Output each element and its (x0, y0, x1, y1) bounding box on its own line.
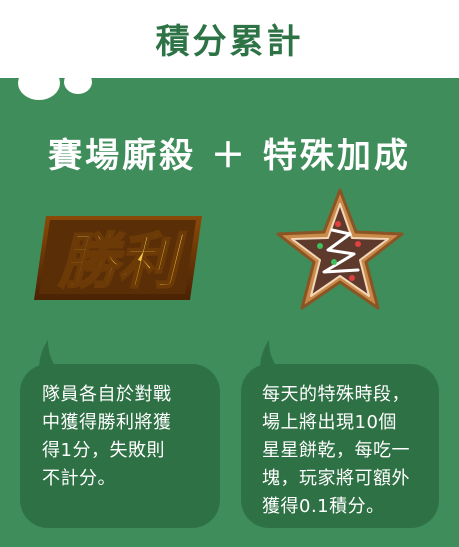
section-subtitle: 賽場廝殺 ＋ 特殊加成 (48, 136, 411, 176)
bonus-info-text: 每天的特殊時段， 場上將出現10個 星星餅乾，每吃一 塊，玩家將可額外 獲得0.… (262, 384, 410, 517)
victory-badge-icon: 勝利 (34, 216, 202, 300)
victory-text: 勝利 (58, 227, 187, 297)
header-banner: 積分累計 (0, 0, 459, 78)
victory-info-text: 隊員各自於對戰 中獲得勝利將獲 得1分，失敗則 不計分。 (42, 384, 172, 489)
page-title: 積分累計 (155, 22, 304, 62)
bonus-info-card (241, 364, 439, 528)
star-cookie-icon (276, 188, 404, 310)
victory-info-card (20, 364, 220, 528)
decorative-bubble (18, 66, 60, 100)
decorative-bubble (64, 70, 92, 94)
